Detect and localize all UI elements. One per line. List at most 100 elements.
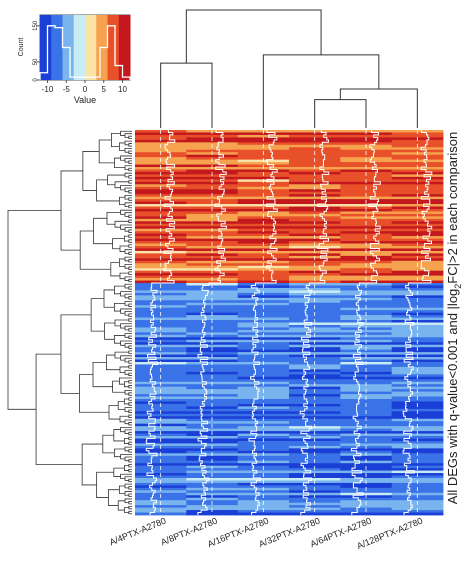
heatmap-cell	[135, 477, 187, 481]
heatmap-cell	[340, 134, 393, 138]
heatmap-cell	[391, 184, 444, 188]
heatmap-cell	[135, 265, 187, 269]
heatmap-cell	[186, 260, 239, 264]
heatmap-cell	[391, 364, 444, 368]
heatmap-cell	[391, 268, 444, 272]
heatmap-cell	[237, 245, 290, 249]
heatmap-cell	[340, 344, 393, 348]
heatmap-cell	[186, 421, 239, 425]
heatmap-cell	[340, 391, 393, 395]
heatmap-cell	[237, 139, 290, 143]
heatmap-cell	[391, 463, 444, 467]
row-dendrogram-branch	[119, 415, 129, 423]
heatmap-cell	[186, 142, 239, 146]
heatmap-cell	[237, 337, 290, 341]
heatmap-cell	[135, 218, 187, 222]
heatmap-cell	[289, 260, 341, 264]
heatmap-cell	[391, 322, 444, 326]
row-dendrogram-branch	[124, 438, 129, 444]
heatmap-cell	[391, 226, 444, 230]
heatmap-cell	[340, 512, 393, 516]
heatmap-cell	[186, 337, 239, 341]
row-dendrogram-branch	[107, 174, 125, 186]
column-dendrogram-branch	[160, 62, 213, 128]
heatmap-cell	[237, 357, 290, 360]
heatmap-cell	[186, 169, 239, 173]
heatmap-cell	[135, 401, 187, 405]
color-key-swatch	[73, 15, 86, 80]
heatmap-cell	[340, 310, 393, 314]
heatmap-cell	[289, 352, 341, 355]
heatmap-cell	[135, 391, 187, 395]
row-dendrogram-branch	[114, 351, 129, 359]
heatmap-cell	[186, 218, 239, 222]
heatmap-cell	[237, 399, 290, 402]
heatmap-cell	[135, 139, 187, 143]
heatmap-cell	[391, 134, 444, 138]
heatmap-cell	[391, 253, 444, 257]
heatmap-cell	[135, 181, 187, 185]
heatmap-cell	[237, 196, 290, 200]
row-dendrogram-branch	[128, 402, 132, 406]
heatmap-cell	[186, 512, 239, 516]
heatmap-cell	[135, 497, 187, 501]
heatmap-cell	[289, 287, 341, 291]
heatmap-cell	[289, 401, 341, 405]
row-dendrogram-branch	[128, 501, 132, 505]
heatmap-cell	[186, 386, 239, 390]
heatmap-cell	[186, 268, 239, 272]
heatmap-trace-lines	[145, 130, 433, 515]
heatmap-cell	[289, 428, 341, 432]
heatmap-cell	[186, 440, 239, 444]
heatmap-cell	[289, 386, 341, 390]
row-dendrogram-branch	[128, 409, 132, 413]
row-dendrogram-branch	[119, 272, 129, 280]
heatmap-cell	[391, 231, 444, 235]
heatmap-cell	[186, 322, 239, 326]
heatmap-cell	[289, 371, 341, 375]
heatmap-cell	[186, 329, 239, 333]
heatmap-cell	[237, 265, 290, 269]
heatmap-cell	[135, 505, 187, 508]
heatmap-cell	[237, 352, 290, 355]
heatmap-cell	[340, 352, 393, 355]
row-dendrogram-branch	[128, 160, 132, 164]
heatmap-cell	[340, 223, 393, 227]
heatmap-cell	[391, 448, 444, 452]
row-dendrogram-branch	[128, 431, 132, 436]
heatmap-cell	[340, 349, 393, 353]
heatmap-cell	[186, 391, 239, 395]
row-axis-label-part2: FC|>2 in each comparison	[445, 132, 460, 284]
heatmap-cell	[186, 470, 239, 474]
heatmap-cell	[186, 273, 239, 277]
heatmap-cell	[340, 218, 393, 222]
heatmap-cell	[186, 406, 239, 410]
heatmap-cell	[391, 428, 444, 432]
heatmap-cell	[289, 295, 341, 299]
row-dendrogram-branch	[106, 211, 121, 225]
heatmap-cell	[289, 211, 341, 215]
heatmap-cell	[186, 176, 239, 180]
heatmap-cell	[186, 287, 239, 291]
color-key: -10 -5 0 5 10 0 50 150 Value Count	[18, 14, 131, 105]
heatmap-cell	[186, 394, 239, 397]
heatmap-cell	[186, 315, 239, 318]
heatmap-cell	[237, 497, 290, 501]
heatmap-cell	[340, 448, 393, 452]
row-axis-label: All DEGs with q-value<0.001 and |log2FC|…	[445, 132, 463, 504]
heatmap-cell	[289, 317, 341, 321]
trace-line	[248, 130, 278, 515]
column-dendrogram-branch	[262, 54, 380, 128]
row-dendrogram-branch	[117, 500, 125, 511]
heatmap-cell	[391, 295, 444, 299]
row-dendrogram-branch	[128, 150, 132, 154]
heatmap-cell	[186, 485, 239, 489]
heatmap-cell	[237, 134, 290, 138]
heatmap-cell	[186, 364, 239, 368]
heatmap-cell	[135, 364, 187, 368]
heatmap-cell	[340, 238, 393, 242]
heatmap-cell	[135, 162, 187, 165]
row-dendrogram-branch	[112, 238, 125, 250]
heatmap-cell	[340, 189, 393, 193]
heatmap-cell	[289, 497, 341, 501]
